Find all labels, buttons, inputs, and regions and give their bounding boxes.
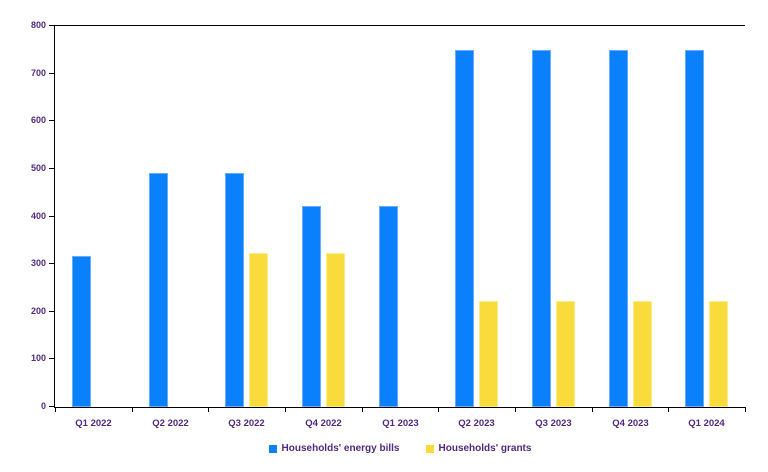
bar-households-energy-bills-q2-2023: [455, 50, 474, 407]
bar-households-energy-bills-q1-2024: [685, 50, 704, 407]
bar-households-energy-bills-q1-2022: [72, 256, 91, 407]
bar-households-grants-q4-2022: [326, 253, 345, 407]
y-axis-label-500: 500: [30, 163, 46, 173]
y-axis-tick-800: [49, 25, 55, 26]
legend-swatch-energy-bills: [268, 444, 277, 453]
x-axis-label-q2-2022: Q2 2022: [152, 418, 189, 429]
x-axis-tick-7: [592, 407, 593, 412]
bar-households-energy-bills-q3-2022: [225, 173, 244, 407]
x-axis-tick-0: [55, 407, 56, 412]
y-axis-label-0: 0: [40, 401, 46, 411]
bar-households-grants-q1-2024: [709, 301, 728, 407]
bar-households-energy-bills-q3-2023: [532, 50, 551, 407]
bar-households-energy-bills-q4-2023: [609, 50, 628, 407]
bar-households-grants-q3-2023: [556, 301, 575, 407]
bar-households-grants-q4-2023: [633, 301, 652, 407]
legend-item-energy-bills: Households' energy bills: [268, 443, 400, 454]
x-axis-label-q3-2023: Q3 2023: [535, 418, 572, 429]
y-axis-label-200: 200: [30, 306, 46, 316]
x-axis-tick-2: [208, 407, 209, 412]
x-axis-label-q1-2022: Q1 2022: [75, 418, 112, 429]
y-axis-label-800: 800: [30, 20, 46, 30]
y-axis-tick-200: [49, 311, 55, 312]
y-axis-tick-300: [49, 263, 55, 264]
legend-label-grants: Households' grants: [438, 443, 532, 454]
bar-households-grants-q2-2023: [479, 301, 498, 407]
y-axis-tick-600: [49, 120, 55, 121]
y-axis-tick-700: [49, 73, 55, 74]
legend: Households' energy bills Households' gra…: [55, 443, 745, 454]
y-axis-tick-500: [49, 168, 55, 169]
x-axis-label-q1-2023: Q1 2023: [382, 418, 419, 429]
bar-households-energy-bills-q1-2023: [379, 206, 398, 407]
x-axis-tick-8: [668, 407, 669, 412]
y-axis-label-700: 700: [30, 68, 46, 78]
y-axis-label-400: 400: [30, 211, 46, 221]
x-axis-label-q4-2023: Q4 2023: [612, 418, 649, 429]
x-axis-label-q4-2022: Q4 2022: [305, 418, 342, 429]
y-axis-label-100: 100: [30, 353, 46, 363]
y-axis-label-600: 600: [30, 115, 46, 125]
x-axis-tick-6: [515, 407, 516, 412]
x-axis-tick-9: [745, 407, 746, 412]
x-axis-tick-1: [132, 407, 133, 412]
x-axis-tick-3: [285, 407, 286, 412]
legend-item-grants: Households' grants: [425, 443, 532, 454]
legend-swatch-grants: [425, 444, 434, 453]
y-axis-tick-400: [49, 216, 55, 217]
x-axis-label-q1-2024: Q1 2024: [688, 418, 725, 429]
x-axis-label-q3-2022: Q3 2022: [228, 418, 265, 429]
y-axis-tick-0: [49, 406, 55, 407]
bar-households-grants-q3-2022: [249, 253, 268, 407]
bar-households-energy-bills-q2-2022: [149, 173, 168, 407]
legend-label-energy-bills: Households' energy bills: [281, 443, 400, 454]
plot-area: [54, 25, 745, 408]
y-axis-label-300: 300: [30, 258, 46, 268]
y-axis-tick-100: [49, 358, 55, 359]
x-axis-tick-4: [362, 407, 363, 412]
x-axis-tick-5: [438, 407, 439, 412]
x-axis-label-q2-2023: Q2 2023: [458, 418, 495, 429]
bar-households-energy-bills-q4-2022: [302, 206, 321, 407]
